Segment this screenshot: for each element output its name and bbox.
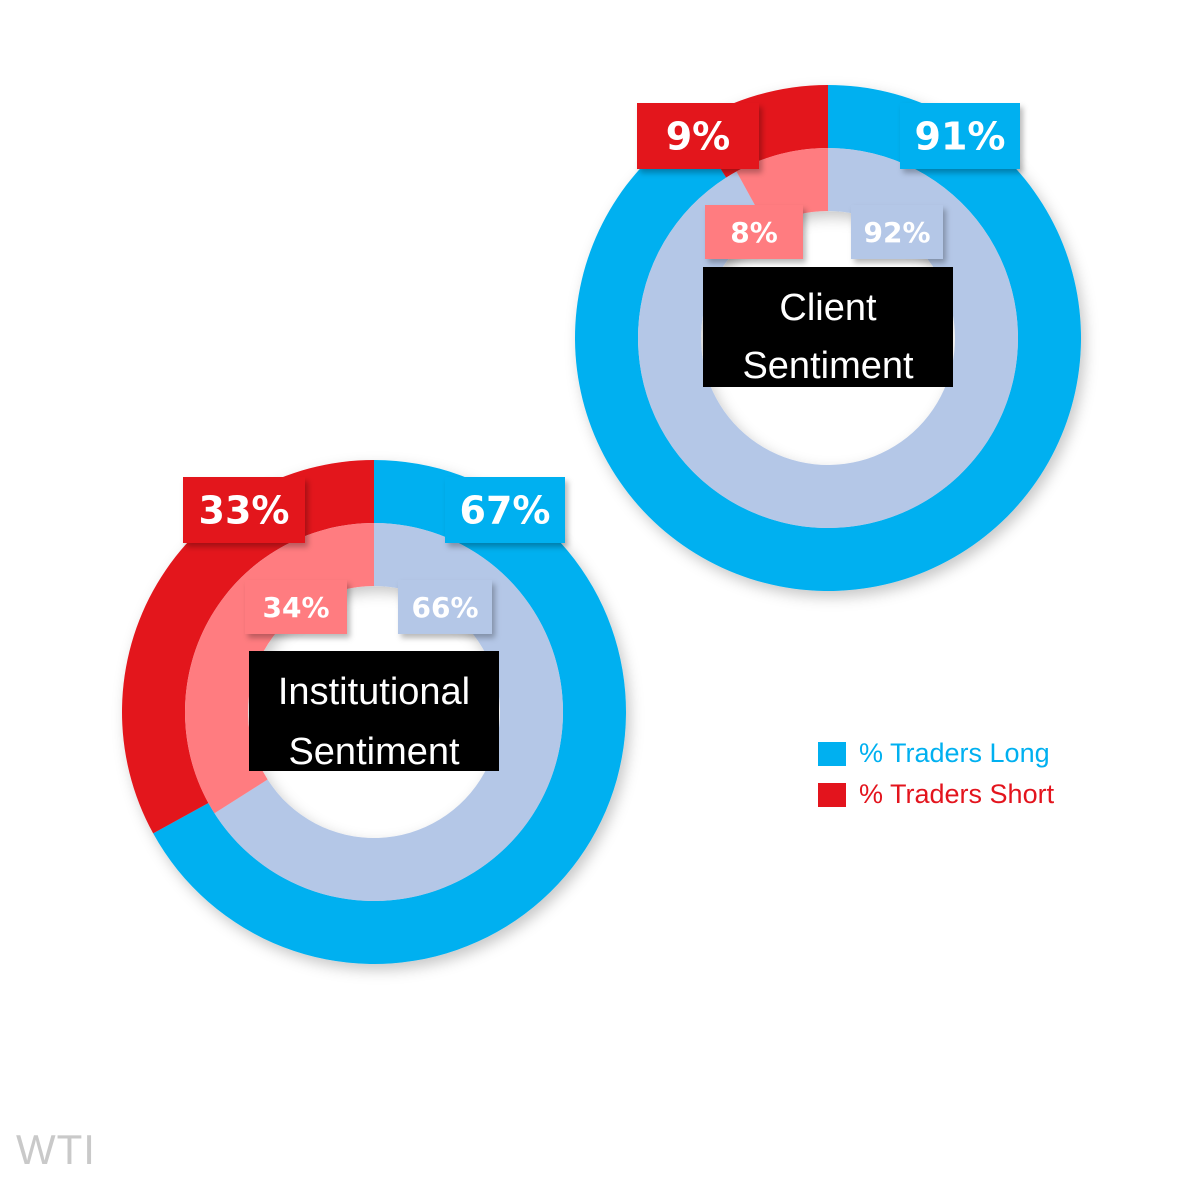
inner-short-label-1-rect [245,580,347,634]
inner-short-label-1: 34% [262,591,329,624]
inner-long-label-1-rect [398,580,492,634]
outer-short-label-1-rect [183,477,305,543]
center-title-line-0-0: Client [779,287,877,329]
outer-short-label-1-box [183,477,305,543]
legend-swatch-short [818,782,846,807]
outer-long-label-1-rect [445,477,565,543]
legend-item-long: % Traders Long [818,733,1054,774]
outer-long-label-0-box [900,103,1020,169]
center-box-1 [249,651,499,771]
watermark: WTI [16,1126,96,1173]
outer-short-label-0-rect [637,103,759,169]
inner-long-label-0-box [851,205,943,259]
center-title-line-1-0: Institutional [278,671,470,713]
inner-long-label-0: 92% [863,216,930,249]
inner-short-label-0-box [705,205,803,259]
legend-item-short: % Traders Short [818,774,1054,815]
center-box-0 [703,267,953,387]
inner-long-label-0-rect [851,205,943,259]
outer-long-label-0-rect [900,103,1020,169]
outer-long-label-1: 67% [460,489,551,533]
center-title-line-1-1: Sentiment [288,731,460,773]
outer-short-label-0: 9% [666,115,731,159]
inner-short-label-1-box [245,580,347,634]
outer-short-label-1: 33% [199,489,290,533]
legend: % Traders Long % Traders Short [818,733,1054,815]
outer-short-label-0-box [637,103,759,169]
outer-short-slice-1 [121,460,374,834]
inner-long-label-1: 66% [411,591,478,624]
legend-label-long: % Traders Long [859,738,1050,768]
center-title-line-0-1: Sentiment [742,345,914,387]
outer-long-label-0: 91% [915,115,1006,159]
outer-long-label-1-box [445,477,565,543]
inner-short-label-0: 8% [730,216,778,249]
inner-long-label-1-box [398,580,492,634]
inner-short-label-0-rect [705,205,803,259]
legend-label-short: % Traders Short [859,779,1055,809]
inner-short-slice-1 [185,523,374,814]
legend-swatch-long [818,741,846,766]
